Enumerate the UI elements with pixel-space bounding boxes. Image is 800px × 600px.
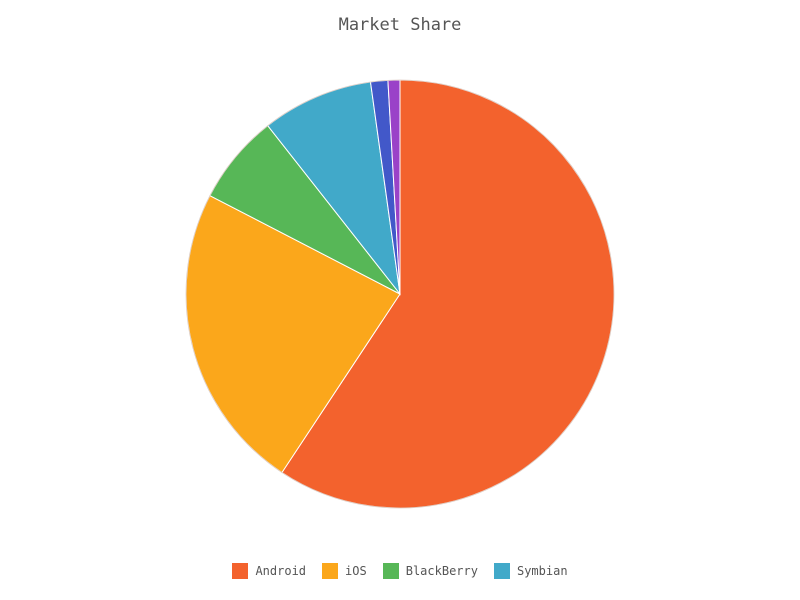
legend-label-blackberry: BlackBerry (405, 564, 478, 578)
chart-legend: Android iOS BlackBerry Symbian (0, 563, 800, 579)
legend-swatch-android (232, 563, 249, 579)
legend-label-ios: iOS (345, 564, 367, 578)
pie-slice-android[interactable] (281, 79, 615, 509)
legend-item-android[interactable]: Android (232, 563, 306, 579)
legend-item-symbian[interactable]: Symbian (493, 563, 568, 579)
legend-item-ios[interactable]: iOS (322, 563, 367, 579)
legend-item-blackberry[interactable]: BlackBerry (382, 563, 478, 579)
legend-label-symbian: Symbian (516, 564, 568, 578)
pie-slice-ios[interactable] (185, 194, 401, 474)
pie-slice-slice-6[interactable] (387, 79, 401, 295)
pie-outline (185, 79, 615, 509)
legend-swatch-blackberry (382, 563, 399, 579)
legend-swatch-ios (322, 563, 339, 579)
pie-slice-symbian[interactable] (267, 81, 401, 296)
chart-title: Market Share (338, 15, 462, 35)
legend-swatch-symbian (493, 563, 510, 579)
legend-label-android: Android (255, 564, 307, 578)
